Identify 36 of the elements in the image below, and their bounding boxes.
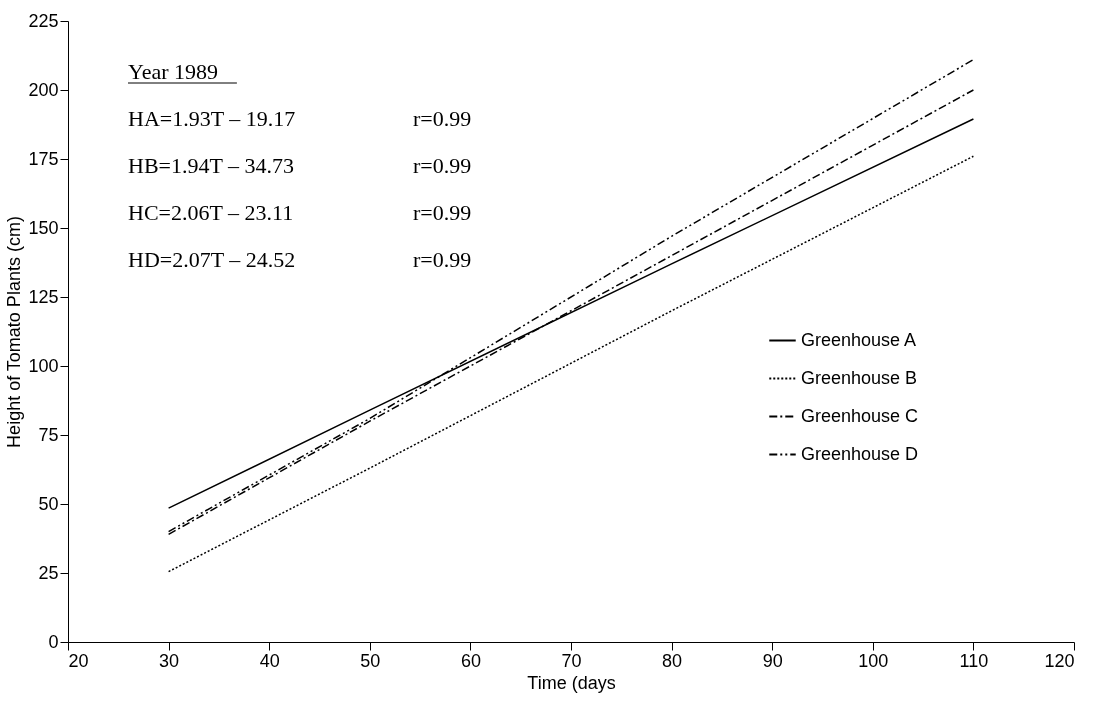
annotation: r=0.99 [413, 153, 472, 178]
y-tick-label: 150 [28, 217, 59, 238]
x-axis-title: Time (days [527, 672, 616, 693]
y-axis-title: Height of Tomato Plants (cm) [4, 216, 25, 448]
x-tick-label: 40 [259, 650, 280, 671]
y-tick-label: 25 [38, 562, 59, 583]
legend-label: Greenhouse A [801, 329, 917, 350]
y-tick-label: 50 [38, 493, 59, 514]
x-tick-label: 90 [762, 650, 783, 671]
annotation: r=0.99 [413, 247, 472, 272]
y-tick-label: 125 [28, 286, 59, 307]
x-tick-label: 50 [360, 650, 381, 671]
y-tick-label: 0 [48, 631, 59, 652]
legend-label: Greenhouse D [801, 443, 919, 464]
y-tick-label: 225 [28, 10, 59, 31]
annotation: r=0.99 [413, 106, 472, 131]
annotation: r=0.99 [413, 200, 472, 225]
x-tick-label: 20 [68, 650, 89, 671]
x-tick-label: 120 [1044, 650, 1075, 671]
x-tick-label: 110 [959, 650, 989, 671]
annotation: HA=1.93T – 19.17 [128, 106, 296, 131]
legend-label: Greenhouse C [801, 405, 919, 426]
x-tick-label: 100 [858, 650, 889, 671]
y-tick-label: 200 [28, 79, 59, 100]
x-tick-label: 70 [561, 650, 582, 671]
x-tick-label: 30 [159, 650, 180, 671]
legend-label: Greenhouse B [801, 367, 918, 388]
annotation: Year 1989 [128, 59, 219, 84]
y-tick-label: 75 [38, 424, 59, 445]
x-tick-label: 80 [662, 650, 683, 671]
y-tick-label: 175 [28, 148, 59, 169]
annotation: HD=2.07T – 24.52 [128, 247, 296, 272]
x-tick-label: 60 [460, 650, 481, 671]
annotation: HC=2.06T – 23.11 [128, 200, 294, 225]
annotation: HB=1.94T – 34.73 [128, 153, 295, 178]
y-tick-label: 100 [28, 355, 59, 376]
